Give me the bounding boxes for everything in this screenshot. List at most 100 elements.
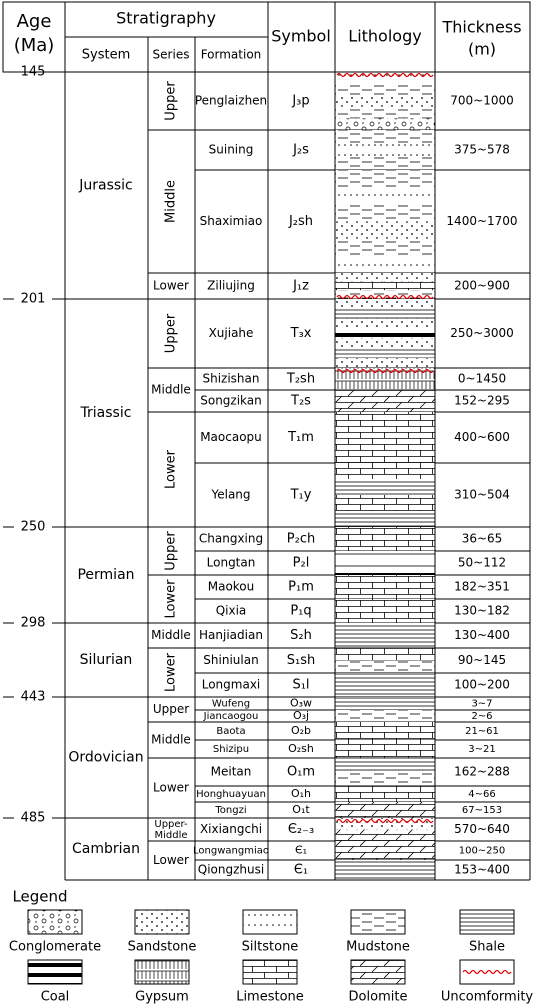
series-name: Lower	[164, 449, 179, 489]
header-age-unit: (Ma)	[14, 35, 55, 56]
formation-name: Meitan	[211, 765, 252, 779]
formation-symbol: T₂sh	[286, 372, 315, 387]
formation-symbol: O₁h	[291, 787, 311, 800]
header-symbol: Symbol	[271, 27, 331, 46]
formation-symbol: Є₁	[295, 844, 307, 857]
formation-symbol: J₂sh	[288, 214, 313, 229]
age-label: 298	[21, 616, 46, 631]
series-name: Upper	[164, 531, 179, 571]
uncomformity	[336, 294, 434, 300]
legend-swatch	[134, 959, 190, 985]
header-age: Age	[17, 11, 52, 32]
uncomformity	[336, 368, 434, 374]
formation-symbol: Є₂₋₃	[288, 822, 314, 837]
formation-thickness: 67~153	[462, 805, 502, 816]
lithology-sandstone	[335, 95, 435, 107]
formation-name: Penglaizhen	[195, 94, 267, 108]
legend-title: Legend	[12, 888, 67, 906]
series-name: Middle	[164, 180, 179, 223]
formation-name: Baota	[216, 726, 245, 737]
lithology-sandstone	[335, 318, 435, 329]
formation-name: Longmaxi	[202, 678, 261, 692]
header-stratigraphy: Stratigraphy	[116, 9, 216, 28]
formation-symbol: O₃j	[293, 709, 309, 722]
lithology-mudstone	[335, 170, 435, 188]
formation-name: Maocaopu	[200, 430, 262, 444]
header-system: System	[82, 48, 130, 63]
lithology-shale	[335, 348, 435, 359]
legend-swatch	[459, 959, 515, 985]
system-name: Silurian	[80, 652, 133, 668]
formation-thickness: 3~21	[468, 744, 495, 755]
system-name: Ordovician	[68, 750, 143, 766]
lithology-limestone	[335, 722, 435, 740]
lithology-sandstone	[335, 273, 435, 282]
series-name: Lower	[153, 279, 189, 293]
legend-label: Coal	[41, 990, 70, 1005]
formation-symbol: T₁m	[287, 430, 314, 445]
formation-symbol: T₂s	[290, 394, 311, 409]
formation-name: Changxing	[199, 532, 263, 546]
formation-thickness: 152~295	[454, 394, 510, 408]
series-name: Lower	[164, 579, 179, 619]
legend-label: Limestone	[236, 990, 304, 1005]
lithology-coal	[335, 328, 435, 339]
legend-swatch	[27, 909, 83, 935]
header-thickness-unit: (m)	[468, 40, 496, 59]
legend-label: Sandstone	[128, 940, 197, 955]
formation-symbol: Є₁	[294, 863, 308, 878]
lithology-gypsum	[335, 368, 435, 390]
system-name: Jurassic	[78, 178, 133, 194]
legend-label: Uncomformity	[441, 990, 533, 1005]
formation-symbol: T₃x	[290, 326, 312, 341]
formation-thickness: 3~7	[471, 699, 492, 710]
formation-name: Qiongzhusi	[198, 863, 264, 877]
lithology-mudstone	[335, 238, 435, 256]
lithology-coal	[335, 569, 435, 575]
lithology-shale	[335, 551, 435, 557]
legend-label: Siltstone	[242, 940, 299, 955]
lithology-limestone	[335, 599, 435, 623]
formation-name: Songzikan	[200, 394, 262, 408]
series-name: Middle	[151, 383, 191, 397]
formation-symbol: O₃w	[290, 697, 312, 710]
uncomformity	[336, 72, 434, 78]
legend-swatch	[350, 909, 406, 935]
lithology-mudstone	[335, 83, 435, 96]
formation-name: Yelang	[210, 488, 250, 502]
lithology-limestone	[335, 786, 435, 802]
lithology-mudstone	[335, 710, 435, 722]
lithology-siltstone	[335, 72, 435, 84]
series-name: Upper	[164, 313, 179, 353]
formation-name: Shaximiao	[200, 214, 263, 228]
formation-name: Shizipu	[213, 744, 249, 755]
series-name: Lower	[164, 652, 179, 692]
formation-name: Longwangmiao	[193, 846, 269, 857]
lithology-siltstone	[335, 187, 435, 205]
legend-swatch	[350, 959, 406, 985]
series-name: Upper-	[154, 819, 188, 830]
formation-symbol: S₁sh	[287, 653, 315, 668]
lithology-sandstone	[335, 338, 435, 349]
lithology-mudstone	[335, 772, 435, 786]
lithology-shale	[335, 623, 435, 648]
lithology-mudstone	[335, 660, 435, 673]
lithology-siltstone	[335, 255, 435, 273]
lithology-sandstone	[335, 358, 435, 368]
legend-swatch	[134, 909, 190, 935]
header-thickness: Thickness	[441, 18, 521, 37]
legend-swatch	[242, 959, 298, 985]
series-name: Lower	[153, 781, 189, 795]
lithology-coal	[335, 557, 435, 563]
formation-name: Wufeng	[212, 699, 250, 710]
legend-label: Mudstone	[346, 940, 410, 955]
lithology-limestone	[335, 740, 435, 758]
formation-symbol: O₂sh	[288, 742, 314, 755]
lithology-limestone	[335, 495, 435, 511]
formation-name: Xujiahe	[209, 326, 254, 340]
formation-thickness: 100~250	[459, 846, 506, 857]
series-name: Middle	[154, 830, 187, 841]
lithology-limestone	[335, 463, 435, 479]
formation-symbol: T₁y	[290, 488, 312, 503]
lithology-sandstone	[335, 818, 435, 830]
